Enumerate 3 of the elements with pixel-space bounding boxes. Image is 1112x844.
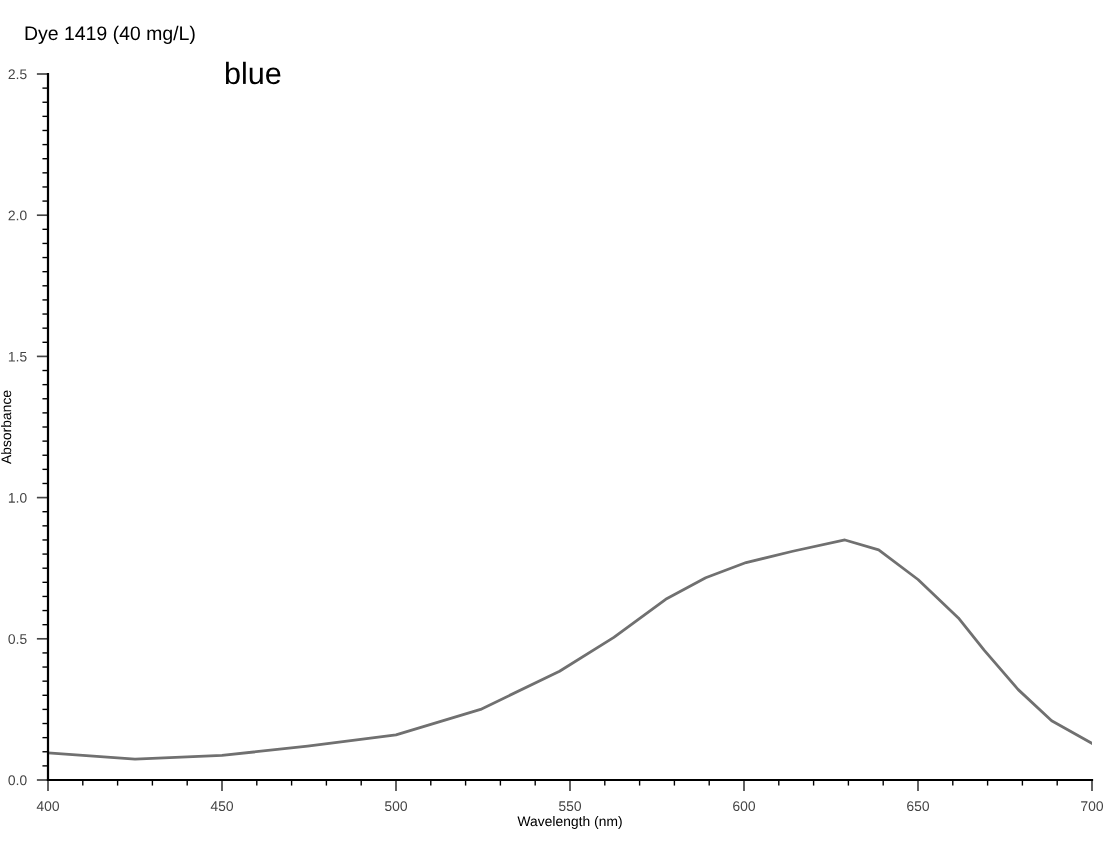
chart-title: Dye 1419 (40 mg/L) [25,25,195,44]
line-series [48,538,1092,761]
annotation: blue [225,61,281,85]
